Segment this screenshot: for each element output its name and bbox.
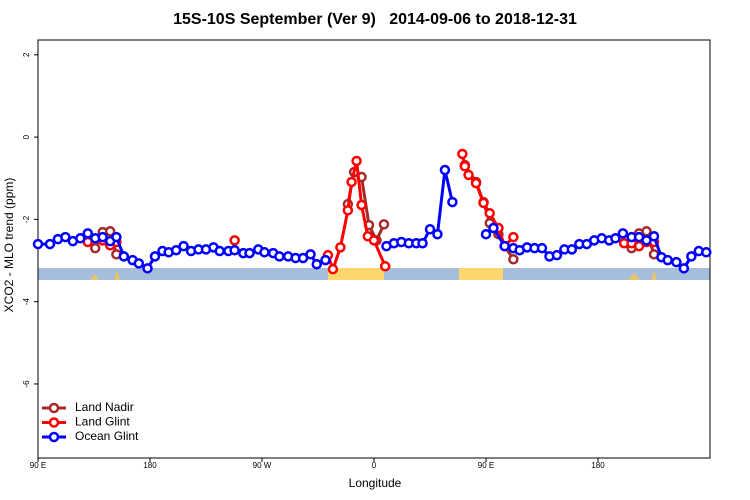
point	[342, 205, 354, 216]
point	[648, 230, 660, 242]
point	[432, 228, 443, 240]
x-tick-label: 90 E	[30, 461, 46, 470]
point	[327, 263, 339, 275]
point	[478, 197, 489, 209]
point	[32, 238, 44, 250]
point	[484, 207, 495, 219]
x-axis-label: Longitude	[349, 476, 402, 490]
legend-marker	[48, 417, 60, 428]
point	[311, 258, 323, 270]
point	[214, 245, 225, 257]
point	[229, 244, 240, 256]
point	[170, 244, 182, 256]
point	[259, 247, 270, 258]
point	[133, 258, 145, 269]
y-tick-label: -6	[22, 380, 31, 388]
point	[499, 240, 510, 252]
point	[470, 177, 482, 189]
point	[424, 224, 436, 235]
point	[417, 237, 428, 249]
point	[457, 148, 468, 160]
land-spike	[90, 274, 99, 280]
point	[447, 196, 458, 208]
x-tick-label: 0	[372, 461, 377, 470]
y-axis-label: XCO2 - MLO trend (ppm)	[2, 178, 16, 313]
point	[356, 199, 367, 211]
point	[480, 228, 492, 240]
y-tick-label: 2	[22, 52, 31, 57]
legend-marker	[48, 431, 60, 443]
point	[142, 263, 153, 274]
legend-label: Land Glint	[75, 415, 130, 429]
point	[662, 254, 673, 266]
y-tick-label: -4	[22, 298, 31, 306]
point	[346, 176, 357, 188]
point	[178, 240, 189, 252]
point	[75, 233, 86, 244]
point	[378, 219, 390, 230]
x-tick-label: 90 E	[478, 461, 494, 470]
point	[368, 235, 380, 246]
point	[335, 242, 346, 253]
point	[671, 256, 682, 268]
point	[244, 247, 255, 259]
point	[508, 231, 519, 243]
point	[439, 164, 451, 176]
point	[111, 231, 122, 243]
point	[566, 244, 578, 255]
land-strip	[459, 268, 503, 280]
point	[463, 169, 474, 181]
point	[104, 226, 116, 237]
point	[617, 228, 629, 239]
point	[97, 231, 108, 243]
legend-label: Ocean Glint	[75, 429, 139, 443]
point	[320, 254, 331, 266]
x-tick-label: 180	[143, 461, 157, 470]
land-spike	[651, 270, 657, 280]
point	[551, 249, 563, 261]
point	[118, 251, 130, 262]
y-tick-label: -2	[22, 215, 31, 223]
land-spike	[628, 273, 640, 280]
x-tick-label: 180	[591, 461, 605, 470]
point	[488, 222, 499, 234]
point	[351, 155, 362, 167]
point	[149, 251, 161, 262]
point	[686, 251, 697, 262]
point	[536, 242, 548, 254]
point	[89, 242, 101, 254]
legend-marker	[48, 402, 60, 414]
point	[82, 228, 94, 239]
legend-label: Land Nadir	[75, 400, 134, 414]
point	[610, 233, 621, 244]
point	[508, 254, 519, 265]
land-strip	[328, 268, 384, 280]
point	[229, 235, 240, 246]
point	[44, 238, 56, 250]
point	[60, 231, 71, 243]
point	[379, 261, 391, 272]
point	[459, 161, 471, 172]
chart-title: 15S-10S September (Ver 9) 2014-09-06 to …	[173, 11, 577, 28]
point	[305, 249, 316, 260]
land-spike	[114, 270, 120, 280]
y-tick-label: 0	[22, 134, 31, 139]
point	[641, 235, 652, 246]
point	[274, 251, 285, 262]
series	[32, 164, 712, 274]
point	[701, 247, 712, 258]
point	[678, 263, 690, 274]
x-tick-label: 90 W	[253, 461, 272, 470]
